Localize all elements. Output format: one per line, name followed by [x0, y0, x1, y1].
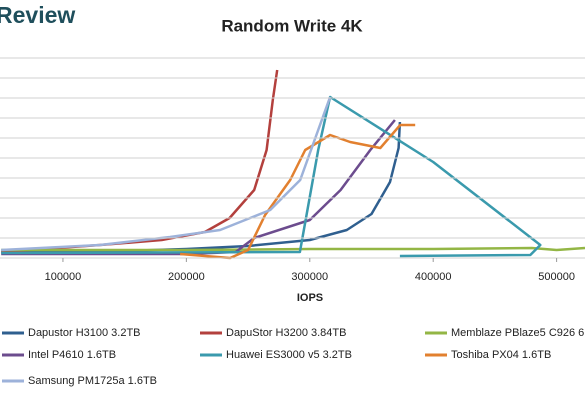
- x-tick-label: 500000: [538, 271, 575, 283]
- x-tick-label: 200000: [168, 271, 205, 283]
- plot-area: [1, 69, 585, 260]
- legend-label: Samsung PM1725a 1.6TB: [28, 375, 157, 387]
- series-line: [1, 119, 396, 256]
- legend-label: Huawei ES3000 v5 3.2TB: [226, 349, 352, 361]
- x-tick-label: 300000: [291, 271, 328, 283]
- legend-label: Toshiba PX04 1.6TB: [451, 349, 551, 361]
- legend-label: Memblaze PBlaze5 C926 6.4TB: [451, 327, 585, 339]
- x-axis-label: IOPS: [297, 292, 323, 304]
- x-tick-label: 400000: [415, 271, 452, 283]
- chart-title: Random Write 4K: [221, 16, 363, 35]
- series-line: [1, 96, 332, 252]
- legend-label: DapuStor H3200 3.84TB: [226, 327, 346, 339]
- series-line: [1, 95, 542, 258]
- series-line: [180, 123, 416, 260]
- logo: Review: [0, 2, 75, 28]
- legend-label: Dapustor H3100 3.2TB: [28, 327, 141, 339]
- x-tick-label: 100000: [45, 271, 82, 283]
- series-line: [1, 246, 585, 252]
- legend-label: Intel P4610 1.6TB: [28, 349, 116, 361]
